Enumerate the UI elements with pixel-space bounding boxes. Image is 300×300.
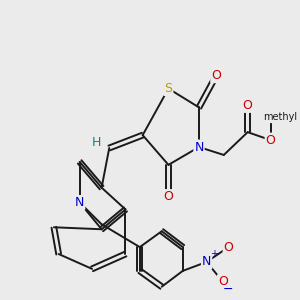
Text: H: H xyxy=(92,136,101,148)
Text: O: O xyxy=(218,275,228,288)
Text: N: N xyxy=(75,196,84,209)
Text: O: O xyxy=(211,69,221,82)
Text: N: N xyxy=(194,140,204,154)
Text: O: O xyxy=(164,190,173,203)
Text: O: O xyxy=(266,134,275,147)
Text: +: + xyxy=(210,249,218,259)
Text: O: O xyxy=(224,241,233,254)
Text: N: N xyxy=(202,256,211,268)
Text: methyl: methyl xyxy=(263,112,297,122)
Text: S: S xyxy=(164,82,172,95)
Text: −: − xyxy=(222,283,233,296)
Text: O: O xyxy=(243,99,253,112)
